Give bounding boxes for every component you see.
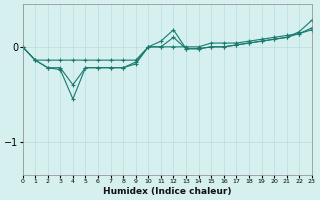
X-axis label: Humidex (Indice chaleur): Humidex (Indice chaleur)	[103, 187, 231, 196]
